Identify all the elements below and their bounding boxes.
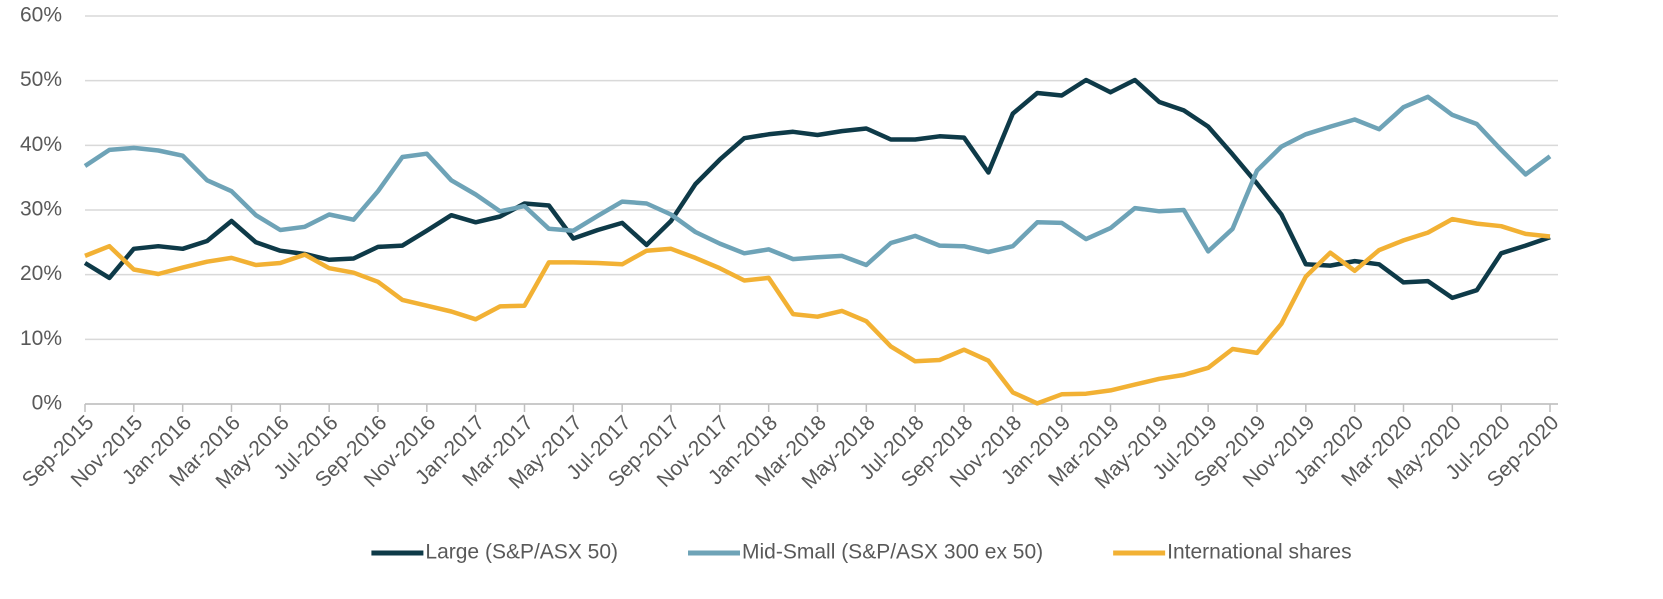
y-tick-label: 20% — [20, 262, 62, 285]
y-tick-label: 0% — [32, 392, 62, 415]
y-tick-label: 30% — [20, 198, 62, 221]
y-tick-label: 10% — [20, 327, 62, 350]
series-line — [83, 94, 1552, 268]
legend-label: International shares — [1167, 541, 1351, 564]
legend: Large (S&P/ASX 50) Mid-Small (S&P/ASX 300… — [371, 541, 1352, 564]
y-tick-label: 50% — [20, 68, 62, 91]
y-tick-label: 40% — [20, 133, 62, 156]
legend-label: Large (S&P/ASX 50) — [425, 541, 618, 564]
y-tick-label: 60% — [20, 4, 62, 27]
legend-label: Mid-Small (S&P/ASX 300 ex 50) — [742, 541, 1043, 564]
series-line — [83, 77, 1551, 301]
series-line — [84, 216, 1551, 406]
